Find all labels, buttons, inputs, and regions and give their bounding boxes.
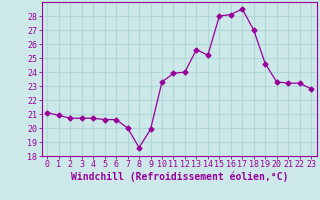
X-axis label: Windchill (Refroidissement éolien,°C): Windchill (Refroidissement éolien,°C) (70, 172, 288, 182)
